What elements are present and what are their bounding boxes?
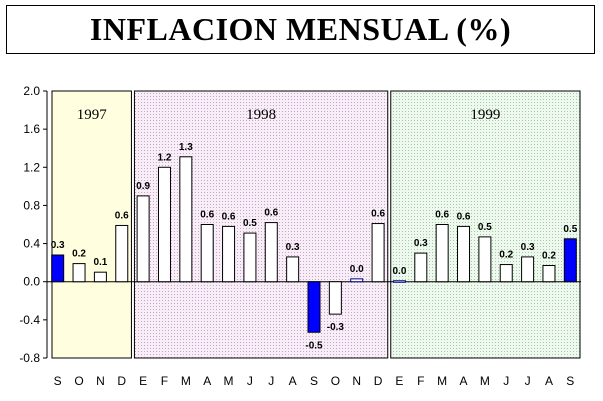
y-tick-label: 1.6 xyxy=(23,122,40,136)
bar-19 xyxy=(457,225,471,283)
x-tick-label: M xyxy=(224,374,234,388)
chart-title: INFLACION MENSUAL (%) xyxy=(89,11,512,47)
y-tick-label: -0.8 xyxy=(19,351,40,365)
data-label-1: 0.2 xyxy=(72,249,86,260)
x-tick-label: J xyxy=(268,374,274,388)
data-label-21: 0.2 xyxy=(499,250,513,261)
bar-0 xyxy=(51,254,65,283)
data-label-18: 0.6 xyxy=(435,210,449,221)
data-label-15: 0.6 xyxy=(371,209,385,220)
y-tick-label: 2.0 xyxy=(23,84,40,98)
x-tick-label: J xyxy=(503,374,509,388)
data-label-13: -0.3 xyxy=(327,322,345,333)
x-tick-label: A xyxy=(460,374,468,388)
x-tick-label: A xyxy=(289,374,297,388)
x-tick-label: N xyxy=(352,374,361,388)
data-label-10: 0.6 xyxy=(264,208,278,219)
data-label-23: 0.2 xyxy=(542,251,556,262)
bar-12 xyxy=(307,281,321,333)
bar-20 xyxy=(478,236,492,283)
x-tick-label: S xyxy=(310,374,318,388)
bar-7 xyxy=(200,224,214,283)
y-tick-label: 0.8 xyxy=(23,198,40,212)
x-tick-label: A xyxy=(203,374,211,388)
x-tick-label: E xyxy=(139,374,147,388)
data-label-0: 0.3 xyxy=(51,240,65,251)
y-tick-label: 1.2 xyxy=(23,160,40,174)
bar-11 xyxy=(286,256,300,283)
bar-1 xyxy=(72,263,86,283)
x-tick-label: O xyxy=(331,374,340,388)
bar-10 xyxy=(264,222,278,283)
bar-23 xyxy=(542,265,556,283)
x-tick-label: S xyxy=(566,374,574,388)
y-tick-label: -0.4 xyxy=(19,313,40,327)
data-label-6: 1.3 xyxy=(179,142,193,153)
x-tick-label: J xyxy=(525,374,531,388)
year-label-1999: 1999 xyxy=(470,107,500,123)
data-label-16: 0.0 xyxy=(392,266,406,277)
bar-17 xyxy=(414,252,428,283)
year-region-1998 xyxy=(133,90,389,359)
bar-5 xyxy=(157,166,171,283)
x-tick-label: M xyxy=(480,374,490,388)
data-label-24: 0.5 xyxy=(563,224,577,235)
data-label-5: 1.2 xyxy=(158,152,172,163)
x-tick-label: D xyxy=(374,374,383,388)
chart-title-box: INFLACION MENSUAL (%) xyxy=(6,5,595,54)
data-label-9: 0.5 xyxy=(243,218,257,229)
x-tick-label: M xyxy=(181,374,191,388)
bar-22 xyxy=(521,256,535,283)
data-label-20: 0.5 xyxy=(478,222,492,233)
bar-24 xyxy=(563,238,577,283)
data-label-19: 0.6 xyxy=(457,211,471,222)
x-tick-label: A xyxy=(545,374,553,388)
y-tick-label: 0.4 xyxy=(23,237,40,251)
x-tick-label: D xyxy=(117,374,126,388)
data-label-11: 0.3 xyxy=(286,242,300,253)
data-label-22: 0.3 xyxy=(521,242,535,253)
data-label-2: 0.1 xyxy=(93,257,107,268)
bar-14 xyxy=(350,278,364,283)
data-label-4: 0.9 xyxy=(136,181,150,192)
bar-3 xyxy=(115,224,129,283)
year-region-1999 xyxy=(390,90,581,359)
x-tick-label: F xyxy=(161,374,168,388)
x-tick-label: S xyxy=(54,374,62,388)
x-tick-label: F xyxy=(417,374,424,388)
bar-2 xyxy=(93,271,107,283)
x-tick-label: E xyxy=(395,374,403,388)
year-label-1997: 1997 xyxy=(77,107,108,123)
bar-4 xyxy=(136,195,150,283)
data-label-14: 0.0 xyxy=(350,264,364,275)
bar-21 xyxy=(499,264,513,283)
data-label-12: -0.5 xyxy=(305,340,323,351)
bar-15 xyxy=(371,223,385,283)
year-region-1997 xyxy=(51,90,132,359)
bar-6 xyxy=(179,156,193,283)
bar-16 xyxy=(392,280,406,283)
data-label-8: 0.6 xyxy=(222,211,236,222)
bar-13 xyxy=(328,281,342,315)
x-tick-label: N xyxy=(96,374,105,388)
y-tick-label: 0.0 xyxy=(23,275,40,289)
year-label-1998: 1998 xyxy=(246,107,276,123)
data-label-17: 0.3 xyxy=(414,238,428,249)
bar-8 xyxy=(222,225,236,283)
data-label-7: 0.6 xyxy=(200,210,214,221)
bar-9 xyxy=(243,232,257,283)
data-label-3: 0.6 xyxy=(115,210,129,221)
bar-18 xyxy=(435,224,449,283)
x-tick-label: J xyxy=(247,374,253,388)
x-tick-label: O xyxy=(74,374,83,388)
x-tick-label: M xyxy=(437,374,447,388)
